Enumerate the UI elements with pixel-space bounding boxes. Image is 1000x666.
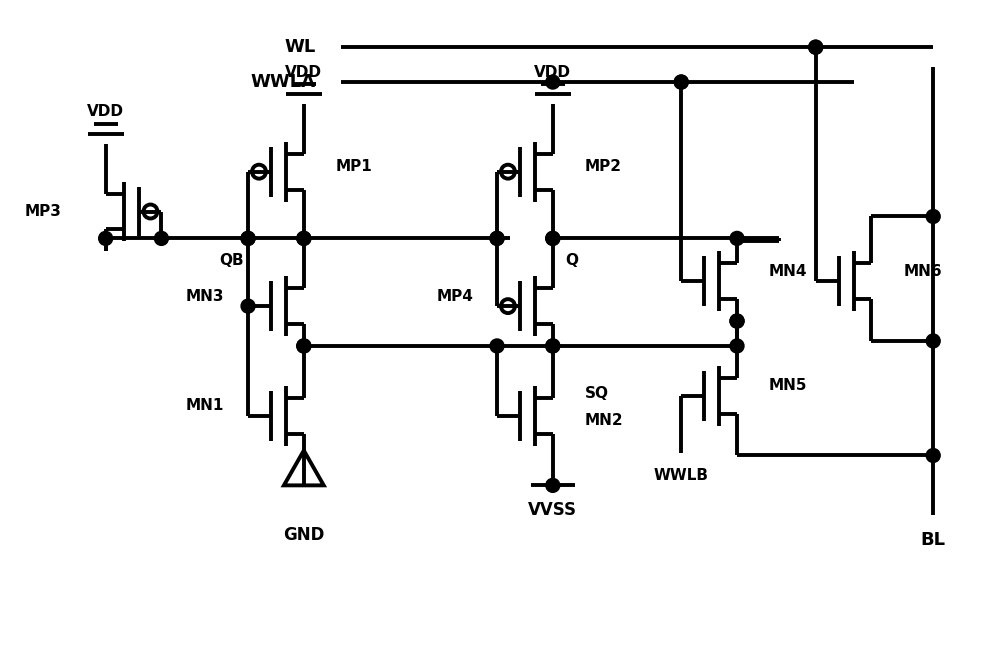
Text: QB: QB	[219, 253, 243, 268]
Circle shape	[546, 478, 560, 492]
Text: BL: BL	[921, 531, 946, 549]
Text: MN6: MN6	[903, 264, 942, 279]
Text: WL: WL	[285, 38, 316, 56]
Circle shape	[730, 339, 744, 353]
Circle shape	[546, 231, 560, 245]
Circle shape	[241, 299, 255, 313]
Text: VDD: VDD	[87, 105, 124, 119]
Text: SQ: SQ	[585, 386, 609, 401]
Circle shape	[490, 231, 504, 245]
Circle shape	[730, 314, 744, 328]
Text: MN1: MN1	[186, 398, 224, 413]
Text: MN4: MN4	[769, 264, 807, 279]
Text: MN3: MN3	[186, 288, 224, 304]
Circle shape	[297, 339, 311, 353]
Circle shape	[297, 339, 311, 353]
Circle shape	[730, 314, 744, 328]
Circle shape	[297, 231, 311, 245]
Text: Q: Q	[565, 253, 578, 268]
Text: MP1: MP1	[336, 159, 372, 174]
Text: MN5: MN5	[769, 378, 807, 394]
Circle shape	[99, 231, 113, 245]
Circle shape	[674, 75, 688, 89]
Circle shape	[297, 231, 311, 245]
Circle shape	[926, 334, 940, 348]
Circle shape	[490, 339, 504, 353]
Text: VDD: VDD	[285, 65, 322, 80]
Text: MP2: MP2	[585, 159, 622, 174]
Text: MN2: MN2	[585, 413, 623, 428]
Circle shape	[809, 40, 823, 54]
Circle shape	[809, 40, 823, 54]
Circle shape	[926, 210, 940, 224]
Text: MP3: MP3	[25, 204, 62, 219]
Text: MP4: MP4	[436, 288, 473, 304]
Circle shape	[546, 231, 560, 245]
Text: GND: GND	[283, 526, 325, 544]
Circle shape	[241, 231, 255, 245]
Text: VDD: VDD	[534, 65, 571, 80]
Circle shape	[154, 231, 168, 245]
Text: WWLA: WWLA	[251, 73, 316, 91]
Text: WWLB: WWLB	[654, 468, 709, 483]
Circle shape	[490, 231, 504, 245]
Circle shape	[674, 75, 688, 89]
Text: VVSS: VVSS	[528, 501, 577, 519]
Circle shape	[546, 339, 560, 353]
Circle shape	[546, 339, 560, 353]
Circle shape	[926, 448, 940, 462]
Circle shape	[730, 231, 744, 245]
Circle shape	[546, 75, 560, 89]
Circle shape	[241, 231, 255, 245]
